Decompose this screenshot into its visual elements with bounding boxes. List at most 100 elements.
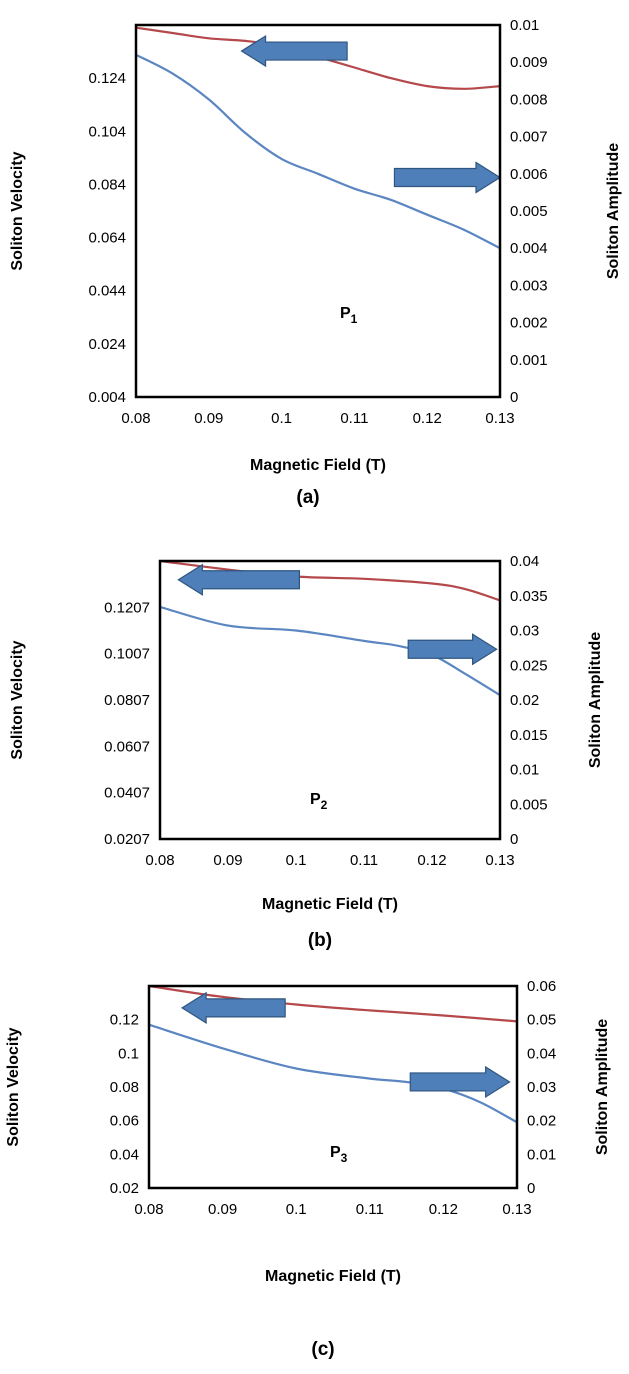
y2-tick-label: 0.005 [510, 796, 548, 813]
x-axis-title: Magnetic Field (T) [262, 896, 398, 913]
panel-label: P2 [310, 791, 328, 812]
y2-tick-label: 0.001 [510, 352, 548, 369]
y2-tick-label: 0.03 [527, 1079, 556, 1096]
y-tick-label: 0.08 [110, 1079, 139, 1096]
amplitude-series-line [159, 605, 501, 697]
y-tick-label: 0.04 [110, 1146, 139, 1163]
y-tick-label: 0.024 [88, 336, 126, 353]
plot-frame [134, 23, 502, 399]
panel-label-main: P [330, 1144, 341, 1161]
y2-tick-label: 0.035 [510, 588, 548, 605]
left-axis-arrow-icon [180, 991, 286, 1024]
x-tick-label: 0.09 [208, 1201, 237, 1218]
y-tick-label: 0.06 [110, 1113, 139, 1130]
y-tick-label: 0.044 [88, 283, 126, 300]
chart-panel-b: 0.08 0.09 0.1 0.11 0.12 0.13 0.0207 0.0407 0.060… [9, 553, 604, 951]
y-tick-label: 0.02 [110, 1180, 139, 1197]
y-tick-label: 0.0207 [104, 831, 150, 848]
y2-tick-label: 0.04 [510, 553, 539, 570]
panel-label-main: P [310, 791, 321, 808]
y2-tick-label: 0.003 [510, 277, 548, 294]
x-axis-title: Magnetic Field (T) [265, 1268, 401, 1285]
panel-caption: (b) [308, 930, 332, 951]
y-tick-label: 0.1007 [104, 646, 150, 663]
y-axis-title: Soliton Velocity [9, 151, 26, 270]
x-tick-label: 0.13 [485, 410, 514, 427]
plot-frame [147, 984, 519, 1190]
y-tick-label: 0.064 [88, 230, 126, 247]
panel-caption: (c) [311, 1339, 334, 1360]
amplitude-series-line [148, 1023, 518, 1124]
x-tick-label: 0.08 [134, 1201, 163, 1218]
y2-tick-label: 0.005 [510, 203, 548, 220]
x-tick-label: 0.11 [340, 410, 368, 427]
panel-label: P1 [340, 305, 358, 326]
panel-label-subscript: 3 [341, 1151, 348, 1165]
amplitude-series-line [135, 53, 501, 250]
x-tick-label: 0.08 [145, 852, 174, 869]
y2-tick-label: 0 [510, 389, 518, 406]
y2-tick-label: 0.06 [527, 978, 556, 995]
y-tick-label: 0.124 [88, 70, 126, 87]
y2-tick-label: 0.007 [510, 129, 548, 146]
chart-panel-c: 0.08 0.09 0.1 0.11 0.12 0.130.020.040.060.080… [5, 978, 611, 1360]
x-tick-label: 0.13 [485, 852, 514, 869]
y2-tick-label: 0.008 [510, 91, 548, 108]
y2-tick-label: 0.009 [510, 54, 548, 71]
y-tick-label: 0.104 [88, 123, 126, 140]
y2-tick-label: 0.006 [510, 166, 548, 183]
y2-tick-label: 0.05 [527, 1012, 556, 1029]
velocity-series-line [148, 984, 518, 1023]
x-tick-label: 0.12 [413, 410, 442, 427]
y2-tick-label: 0.02 [510, 692, 539, 709]
y2-tick-label: 0.02 [527, 1113, 556, 1130]
x-tick-label: 0.1 [271, 410, 292, 427]
y-axis-title: Soliton Velocity [9, 640, 26, 759]
y2-tick-label: 0 [510, 831, 518, 848]
x-tick-label: 0.13 [502, 1201, 531, 1218]
y-axis-title: Soliton Velocity [5, 1027, 22, 1146]
plot-frame [158, 559, 502, 841]
y2-tick-label: 0.01 [510, 17, 539, 34]
y-tick-label: 0.0807 [104, 692, 150, 709]
y2-tick-label: 0.004 [510, 240, 548, 257]
x-tick-label: 0.1 [286, 1201, 307, 1218]
y-tick-label: 0.0407 [104, 785, 150, 802]
y-tick-label: 0.1 [118, 1045, 139, 1062]
x-tick-label: 0.11 [350, 852, 378, 869]
y2-tick-label: 0.03 [510, 623, 539, 640]
y-tick-label: 0.004 [88, 389, 126, 406]
velocity-series-line [159, 559, 501, 602]
y-tick-label: 0.12 [110, 1012, 139, 1029]
panel-label-main: P [340, 305, 351, 322]
x-axis-title: Magnetic Field (T) [250, 457, 386, 474]
x-tick-label: 0.12 [417, 852, 446, 869]
panel-label-subscript: 2 [321, 798, 328, 812]
y2-axis-title: Soliton Amplitude [594, 1019, 611, 1155]
left-axis-arrow-icon [240, 34, 348, 68]
x-tick-label: 0.08 [121, 410, 150, 427]
y2-tick-label: 0.025 [510, 657, 548, 674]
y2-tick-label: 0.01 [527, 1146, 556, 1163]
chart-panel-a: 0.08 0.09 0.1 0.11 0.12 0.13 0.004 0.024 0.044 0.… [9, 17, 622, 508]
y2-tick-label: 0 [527, 1180, 535, 1197]
panel-label: P3 [330, 1144, 348, 1165]
x-tick-label: 0.12 [429, 1201, 458, 1218]
y-tick-label: 0.084 [88, 176, 126, 193]
right-axis-arrow-icon [409, 1065, 511, 1099]
x-tick-label: 0.11 [356, 1201, 384, 1218]
y2-axis-title: Soliton Amplitude [605, 143, 622, 279]
y2-axis-title: Soliton Amplitude [587, 632, 604, 768]
y-tick-label: 0.0607 [104, 738, 150, 755]
y-tick-label: 0.1207 [104, 599, 150, 616]
panel-label-subscript: 1 [351, 312, 358, 326]
right-axis-arrow-icon [407, 633, 498, 666]
x-tick-label: 0.09 [194, 410, 223, 427]
left-axis-arrow-icon [177, 563, 300, 596]
y2-tick-label: 0.002 [510, 315, 548, 332]
y2-tick-label: 0.015 [510, 727, 548, 744]
y2-tick-label: 0.01 [510, 762, 539, 779]
y2-tick-label: 0.04 [527, 1045, 556, 1062]
right-axis-arrow-icon [393, 161, 502, 194]
